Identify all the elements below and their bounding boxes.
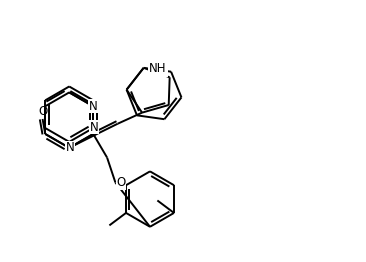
Text: O: O [38,105,47,118]
Text: N: N [89,100,98,113]
Text: N: N [90,121,98,134]
Text: NH: NH [149,62,167,75]
Text: N: N [66,141,75,154]
Text: O: O [116,176,126,189]
